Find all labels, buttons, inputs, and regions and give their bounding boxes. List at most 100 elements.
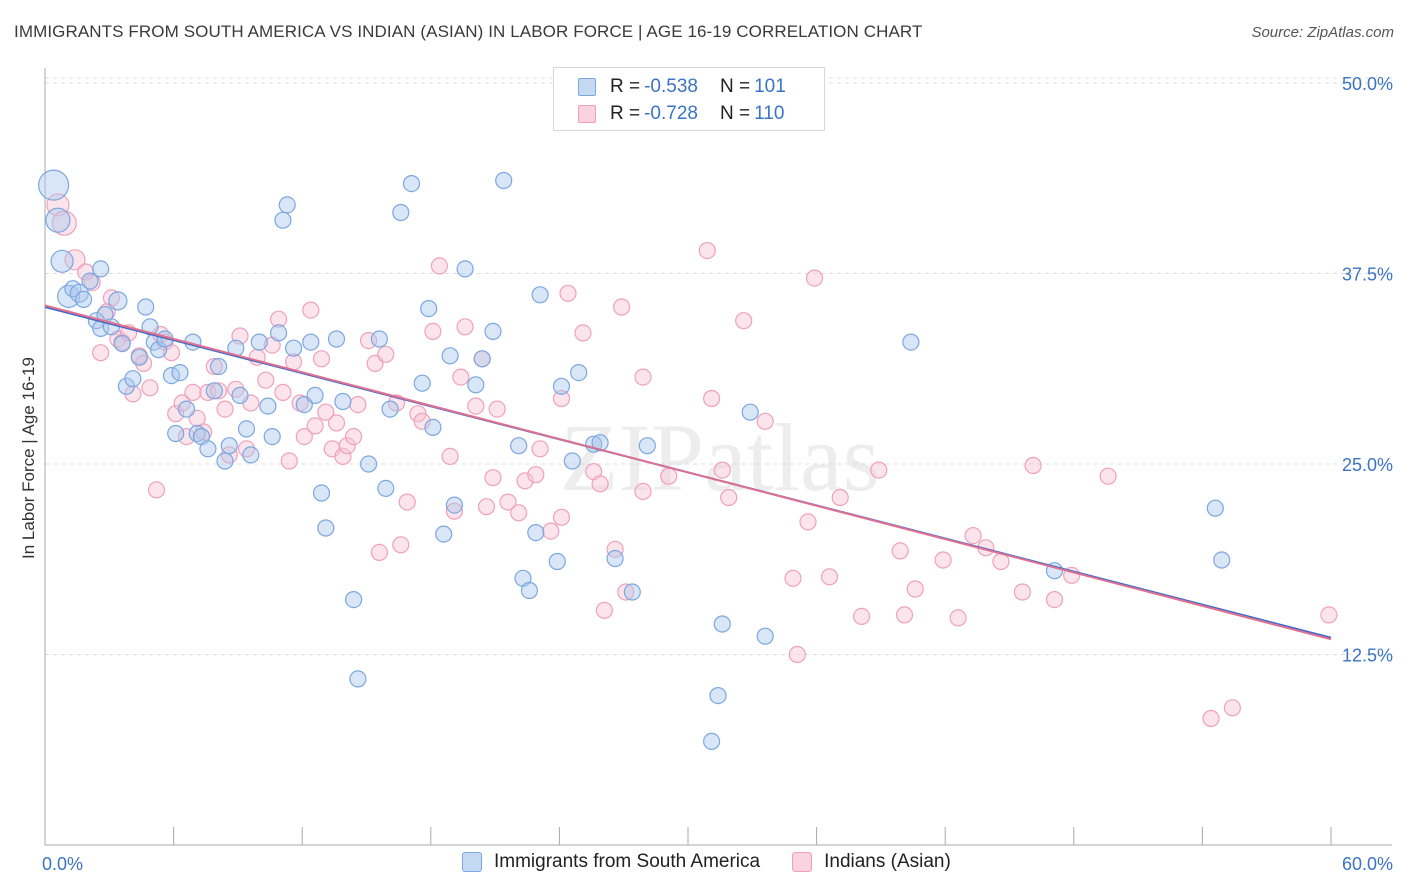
data-point xyxy=(1206,499,1224,517)
data-point xyxy=(392,203,410,222)
data-point xyxy=(199,383,217,401)
data-point xyxy=(108,291,128,311)
data-point xyxy=(735,312,753,330)
grid-lines xyxy=(45,77,1392,655)
data-point xyxy=(638,437,656,455)
data-point xyxy=(216,400,234,418)
data-point xyxy=(349,396,367,414)
x-tick-label: 0.0% xyxy=(42,854,83,874)
legend-n-label: N = xyxy=(719,76,751,97)
data-point xyxy=(484,469,502,487)
data-point xyxy=(424,322,442,340)
data-point xyxy=(205,382,223,400)
data-point xyxy=(741,403,759,421)
data-point xyxy=(634,482,652,500)
data-point xyxy=(349,670,367,688)
data-point xyxy=(317,519,335,537)
data-point xyxy=(259,397,277,415)
data-point xyxy=(456,260,474,278)
data-point xyxy=(552,508,571,526)
series-indians-asian xyxy=(46,193,1338,728)
data-point xyxy=(1213,551,1231,569)
data-point xyxy=(660,467,678,485)
data-point xyxy=(591,475,609,493)
data-point xyxy=(130,348,148,366)
data-point xyxy=(51,210,77,236)
y-axis-label: In Labor Force | Age 16-19 xyxy=(19,357,38,559)
data-point xyxy=(113,335,131,353)
data-point xyxy=(317,403,335,421)
data-point xyxy=(413,374,431,392)
legend-r-value: -0.728 xyxy=(644,103,698,124)
data-point xyxy=(242,446,260,464)
data-point xyxy=(1099,467,1117,485)
data-point xyxy=(1024,456,1042,475)
data-point xyxy=(137,298,155,316)
data-point xyxy=(552,389,571,408)
data-point xyxy=(167,405,185,423)
data-point xyxy=(441,347,459,365)
data-point xyxy=(430,257,448,275)
data-point xyxy=(531,440,549,458)
data-point xyxy=(574,324,592,342)
chart-title: IMMIGRANTS FROM SOUTH AMERICA VS INDIAN … xyxy=(14,22,923,41)
data-point xyxy=(570,364,588,382)
data-point xyxy=(949,609,967,627)
data-point xyxy=(756,412,774,430)
data-point xyxy=(531,286,549,304)
data-point xyxy=(216,452,234,470)
data-point xyxy=(698,242,716,260)
data-point xyxy=(280,452,298,470)
data-point xyxy=(488,400,506,418)
watermark: ZIPatlas xyxy=(560,404,880,511)
data-point xyxy=(870,461,888,479)
data-point xyxy=(345,590,363,609)
trend-line xyxy=(44,304,1332,641)
data-point xyxy=(495,171,513,190)
data-point xyxy=(552,377,571,395)
data-point xyxy=(370,543,388,562)
data-point xyxy=(595,601,614,619)
legend-n-label: N = xyxy=(719,103,751,124)
data-point xyxy=(312,350,331,368)
data-point xyxy=(295,428,313,446)
data-point xyxy=(360,455,378,473)
data-point xyxy=(306,417,324,435)
data-point xyxy=(559,284,577,302)
data-point xyxy=(74,290,93,308)
data-point xyxy=(445,496,463,514)
data-point xyxy=(334,447,352,465)
data-point xyxy=(64,249,86,271)
data-point xyxy=(452,368,470,386)
data-point xyxy=(895,606,914,624)
data-point xyxy=(445,502,463,520)
data-point xyxy=(413,412,431,430)
y-tick-label: 25.0% xyxy=(1342,455,1393,475)
data-point xyxy=(784,569,802,587)
legend-row-blue: R = -0.538 N = 101 xyxy=(578,74,790,100)
data-point xyxy=(377,345,395,363)
data-point xyxy=(220,437,238,455)
legend-r-label: R = xyxy=(610,76,641,97)
data-point xyxy=(606,540,624,558)
data-point xyxy=(477,498,496,516)
data-point xyxy=(334,392,352,411)
legend-r-value: -0.538 xyxy=(644,76,698,97)
data-point xyxy=(799,513,817,531)
data-point xyxy=(199,440,217,458)
trend-lines xyxy=(44,304,1332,641)
tick-labels: 12.5% 25.0% 37.5% 50.0% 0.0% 60.0% xyxy=(42,74,1393,874)
data-point xyxy=(634,368,652,386)
data-point xyxy=(177,428,196,446)
data-point xyxy=(542,522,560,540)
data-point xyxy=(713,461,731,479)
bottom-legend-swatch-blue xyxy=(462,852,482,872)
data-point xyxy=(302,333,320,351)
data-point xyxy=(720,488,738,507)
data-point xyxy=(285,339,303,357)
data-point xyxy=(392,536,410,554)
data-point xyxy=(805,269,824,287)
bottom-legend-item-blue: Immigrants from South America xyxy=(462,851,760,873)
data-point xyxy=(274,211,292,229)
data-point xyxy=(402,175,421,193)
